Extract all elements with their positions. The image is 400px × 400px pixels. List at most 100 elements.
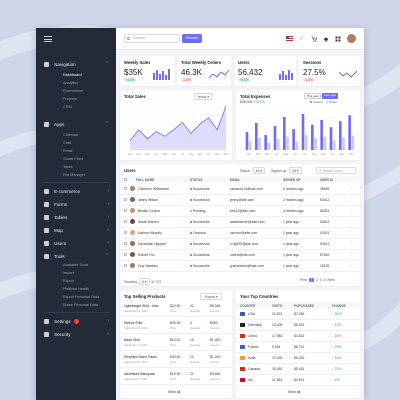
user-name[interactable]: Robert Fox — [138, 252, 155, 257]
avatar[interactable] — [347, 34, 356, 43]
sidebar-item-tasks[interactable]: Tasks — [63, 165, 73, 169]
country-name: China — [248, 334, 257, 338]
sidebar-section-settings[interactable]: Settings › — [36, 315, 116, 327]
sidebar-section-map[interactable]: Map › — [36, 224, 116, 236]
sidebar-item-import[interactable]: Import — [63, 271, 74, 275]
cart-icon[interactable] — [311, 36, 317, 42]
more-options-icon[interactable]: ⋮ — [350, 230, 354, 234]
product-name[interactable]: Lightweight Shirt - blue — [124, 304, 159, 308]
sidebar-section-tools[interactable]: Tools ⌃ — [36, 250, 116, 262]
select-all-checkbox[interactable] — [124, 178, 127, 181]
user-name[interactable]: Bessie Cooper — [138, 208, 161, 213]
search-input[interactable]: Search... — [124, 34, 180, 43]
row-checkbox[interactable] — [124, 209, 127, 212]
sidebar-section-ecommerce[interactable]: E-commerce › — [36, 185, 116, 197]
status-filter-dropdown[interactable]: All ▾ — [252, 167, 265, 174]
chevron-up-icon: ⌃ — [104, 61, 109, 67]
sidebar-item-social-feed[interactable]: Social Feed — [63, 157, 84, 161]
product-date: September 6, 2021 — [124, 326, 148, 330]
sidebar-item-dashboard[interactable]: Dashboard — [63, 73, 82, 77]
user-name[interactable]: Guy Hawkins — [138, 263, 158, 268]
row-checkbox[interactable] — [124, 231, 127, 234]
col-email[interactable]: Email — [230, 178, 240, 182]
product-price-label: Price — [170, 360, 177, 364]
sidebar-section-users[interactable]: Users › — [36, 237, 116, 249]
export-button[interactable]: Export ▾ — [200, 293, 223, 300]
hamburger-menu-icon[interactable] — [44, 36, 52, 42]
products-view-all-link[interactable]: View all — [168, 390, 181, 394]
toggle-last-year[interactable]: Last year — [322, 93, 338, 99]
col-status[interactable]: Status — [190, 178, 203, 182]
row-checkbox[interactable] — [124, 187, 127, 190]
pagination-page-4[interactable]: 4 — [323, 278, 326, 282]
sidebar-item-calendar[interactable]: Calendar — [63, 133, 79, 137]
sidebar-item-file-manager[interactable]: File Manager — [63, 173, 86, 177]
search-button[interactable]: Search — [182, 34, 202, 43]
flag-us-icon[interactable] — [286, 36, 293, 41]
col-user-id[interactable]: User ID — [320, 178, 333, 182]
pagination-next[interactable]: Next — [327, 278, 335, 282]
more-options-icon[interactable]: ⋮ — [350, 219, 354, 223]
showing-dropdown[interactable]: 8 ▾ — [139, 278, 150, 285]
grid-icon[interactable] — [335, 36, 341, 42]
total-sales-period-dropdown[interactable]: Yearly ▾ — [194, 93, 212, 100]
sidebar-section-forms[interactable]: Forms › — [36, 198, 116, 210]
row-checkbox[interactable] — [124, 220, 127, 223]
product-price-label: Price — [170, 343, 177, 347]
users-search-input[interactable]: ⚲ Search users — [316, 167, 356, 174]
sidebar-section-navigation[interactable]: Navigation ⌃ — [36, 58, 116, 70]
product-name[interactable]: Adventure Backpack — [124, 372, 156, 376]
bar-income — [273, 126, 277, 150]
sidebar-section-apps[interactable]: Apps ⌃ — [36, 118, 116, 130]
product-price-label: Price — [170, 326, 177, 330]
more-options-icon[interactable]: ⋮ — [350, 241, 354, 245]
sidebar-item-email[interactable]: Email — [63, 149, 73, 153]
sidebar-item-crm[interactable]: CRM — [63, 105, 72, 109]
product-name[interactable]: Sleeve Shirt — [124, 321, 143, 325]
signed-filter-dropdown[interactable]: All ▾ — [289, 167, 302, 174]
more-options-icon[interactable]: ⋮ — [350, 263, 354, 267]
product-qty: 4 — [190, 321, 192, 325]
countries-view-all-link[interactable]: View all — [288, 390, 301, 394]
flag-china-icon — [240, 334, 245, 338]
user-name[interactable]: Savannah Nguyen — [138, 241, 166, 246]
row-checkbox[interactable] — [124, 253, 127, 256]
pagination-page-2[interactable]: 2 — [315, 278, 318, 282]
row-checkbox[interactable] — [124, 242, 127, 245]
more-options-icon[interactable]: ⋮ — [350, 252, 354, 256]
bell-icon[interactable] — [323, 36, 329, 42]
product-date: September 6, 2021 — [124, 360, 148, 364]
col-full-name[interactable]: Full Name — [136, 178, 155, 182]
user-name[interactable]: Wade Warren — [138, 219, 159, 224]
more-options-icon[interactable]: ⋮ — [350, 197, 354, 201]
moon-icon[interactable]: ☾ — [299, 35, 305, 42]
row-checkbox[interactable] — [124, 198, 127, 201]
pagination-prev[interactable]: Prev — [300, 278, 307, 282]
user-name[interactable]: Kathryn Murphy — [138, 230, 162, 235]
sidebar-item-projects[interactable]: Projects — [63, 97, 77, 101]
row-checkbox[interactable] — [124, 264, 127, 267]
sidebar-item-ecommerce[interactable]: Ecommerce — [63, 89, 84, 93]
toggle-this-year[interactable]: This year — [304, 93, 322, 99]
sidebar-section-tables[interactable]: Tables › — [36, 211, 116, 223]
sidebar-item-analytics[interactable]: Analytics — [63, 81, 79, 85]
sidebar-item-chat[interactable]: Chat — [63, 141, 72, 145]
product-name[interactable]: Basic Shirt — [124, 338, 141, 342]
pagination-page-3[interactable]: 3 — [319, 278, 322, 282]
bar-outgo — [286, 136, 289, 150]
user-name[interactable]: Cameron Williamson — [138, 186, 170, 191]
user-name[interactable]: Jenny Wilson — [138, 197, 159, 202]
sidebar-item-erase-personal-data[interactable]: Erase Personal Data — [63, 303, 99, 307]
sidebar-item-export-personal-data[interactable]: Export Personal Data — [63, 295, 100, 299]
pagination-page-1[interactable]: 1 — [308, 278, 314, 282]
more-options-icon[interactable]: ⋮ — [350, 186, 354, 190]
bar-outgo — [267, 142, 271, 150]
sidebar-item-platform-health[interactable]: Platform Health — [63, 287, 90, 291]
product-name[interactable]: Elephant Stone Pants — [124, 355, 157, 359]
sidebar-item-export[interactable]: Export — [63, 279, 74, 283]
sidebar-section-security[interactable]: Security › — [36, 328, 116, 340]
more-options-icon[interactable]: ⋮ — [350, 208, 354, 212]
col-signed-up[interactable]: Signed Up — [283, 178, 301, 182]
x-tick-label: Mar — [265, 152, 270, 156]
sidebar-item-available-tools[interactable]: Available Tools — [63, 263, 89, 267]
